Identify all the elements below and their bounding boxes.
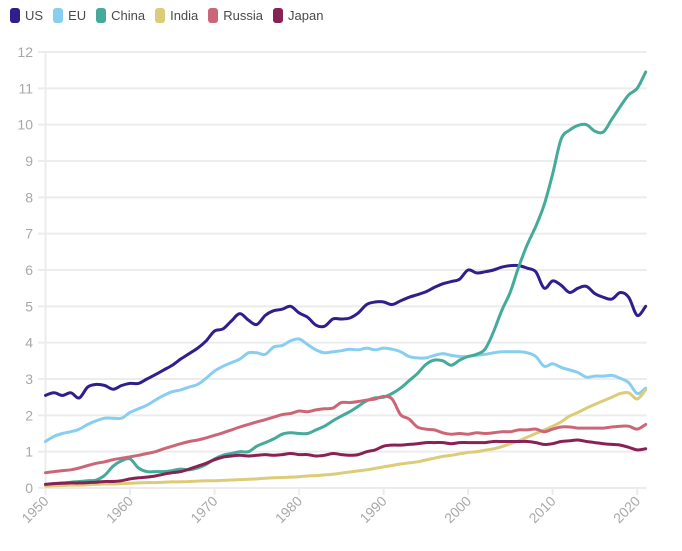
legend-label: Japan [288, 8, 324, 23]
y-tick-label: 11 [18, 80, 33, 96]
x-tick-label: 1950 [18, 493, 51, 526]
x-tick-label: 2000 [441, 493, 474, 526]
legend-label: US [25, 8, 44, 23]
gridlines [38, 51, 647, 494]
legend-swatch [53, 8, 64, 23]
legend-swatch [208, 8, 219, 23]
y-tick-label: 4 [25, 335, 33, 351]
series-line-russia[interactable] [44, 394, 648, 475]
legend-item-eu[interactable]: EU [53, 8, 86, 23]
legend-item-china[interactable]: China [96, 8, 145, 23]
legend-item-india[interactable]: India [155, 8, 198, 23]
x-tick-label: 2010 [525, 493, 558, 526]
legend: US EU China India Russia Japan [10, 8, 333, 23]
y-tick-label: 6 [25, 262, 33, 278]
legend-label: China [111, 8, 146, 23]
legend-swatch [10, 8, 20, 23]
legend-swatch [273, 8, 284, 23]
y-tick-label: 2 [25, 407, 33, 423]
legend-label: Russia [223, 8, 264, 23]
y-tick-label: 10 [17, 117, 33, 133]
x-tick-label: 2020 [610, 493, 643, 526]
legend-item-japan[interactable]: Japan [273, 8, 323, 23]
x-tick-label: 1980 [272, 493, 305, 526]
series-line-japan[interactable] [44, 438, 648, 486]
legend-item-us[interactable]: US [10, 8, 43, 23]
x-tick-label: 1990 [356, 493, 389, 526]
legend-label: India [170, 8, 199, 23]
series-line-china[interactable] [44, 70, 648, 486]
series-group [44, 70, 648, 488]
legend-swatch [96, 8, 107, 23]
series-line-us[interactable] [44, 263, 648, 400]
legend-swatch [155, 8, 166, 23]
legend-label: EU [68, 8, 87, 23]
x-tick-label: 1970 [187, 493, 220, 526]
y-tick-label: 3 [25, 371, 33, 387]
x-tick-label: 1960 [103, 493, 136, 526]
x-axis: 1950 1960 1970 1980 1990 2000 2010 2020 [18, 488, 643, 526]
y-tick-label: 8 [25, 189, 33, 205]
y-tick-label: 12 [17, 44, 33, 60]
series-line-india[interactable] [44, 388, 648, 488]
y-tick-label: 0 [25, 480, 33, 496]
y-tick-label: 1 [25, 444, 33, 460]
legend-item-russia[interactable]: Russia [208, 8, 263, 23]
y-tick-label: 7 [25, 226, 33, 242]
y-tick-label: 9 [25, 153, 33, 169]
series-line-eu[interactable] [44, 337, 648, 443]
y-tick-label: 5 [25, 298, 33, 314]
